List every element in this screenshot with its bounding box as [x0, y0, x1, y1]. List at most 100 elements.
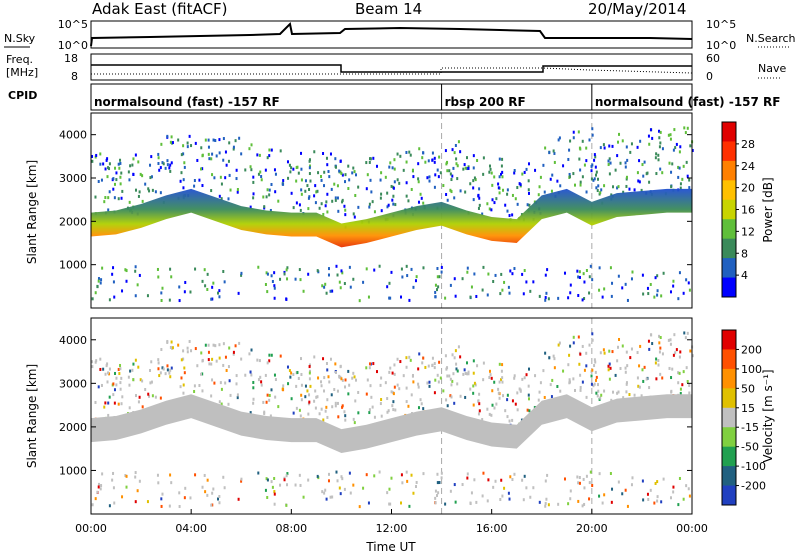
- y-tick-label: 1000: [59, 464, 87, 477]
- velocity-scatter-cell: [677, 371, 680, 375]
- velocity-colorbar-tick-label: -100: [741, 460, 766, 473]
- power-scatter-cell: [120, 196, 123, 200]
- power-scatter-cell: [607, 163, 610, 167]
- power-scatter-cell: [528, 203, 531, 207]
- power-scatter-cell: [592, 178, 595, 182]
- velocity-scatter-cell: [582, 477, 585, 481]
- velocity-scatter-cell: [300, 398, 303, 402]
- power-scatter-cell: [222, 158, 225, 162]
- velocity-scatter-cell: [472, 391, 475, 395]
- power-scatter-cell: [281, 182, 284, 186]
- x-tick-label: 16:00: [476, 522, 508, 535]
- velocity-scatter-cell: [521, 377, 524, 381]
- velocity-scatter-cell: [329, 495, 332, 499]
- velocity-scatter-cell: [218, 400, 221, 404]
- velocity-scatter-cell: [178, 491, 181, 495]
- velocity-scatter-cell: [581, 344, 584, 348]
- velocity-scatter-cell: [160, 504, 163, 508]
- velocity-scatter-cell: [326, 398, 329, 402]
- power-scatter-cell: [674, 146, 677, 150]
- velocity-scatter-cell: [444, 354, 447, 358]
- velocity-scatter-cell: [227, 402, 230, 406]
- velocity-scatter-cell: [498, 396, 501, 400]
- power-scatter-cell: [393, 180, 396, 184]
- velocity-scatter-cell: [451, 379, 454, 383]
- velocity-scatter-cell: [373, 415, 376, 419]
- velocity-scatter-cell: [588, 481, 591, 485]
- velocity-scatter-cell: [260, 380, 263, 384]
- velocity-scatter-cell: [464, 371, 467, 375]
- power-colorbar-tick-label: 16: [741, 204, 755, 217]
- power-scatter-cell: [527, 191, 530, 195]
- power-scatter-cell: [160, 291, 163, 295]
- velocity-scatter-cell: [499, 498, 502, 502]
- velocity-scatter-cell: [308, 393, 311, 397]
- velocity-scatter-cell: [455, 367, 458, 371]
- velocity-scatter-cell: [548, 356, 551, 360]
- velocity-scatter-cell: [600, 393, 603, 397]
- power-scatter-cell: [325, 200, 328, 204]
- velocity-scatter-cell: [436, 472, 439, 476]
- velocity-scatter-cell: [107, 371, 110, 375]
- power-scatter-cell: [168, 166, 171, 170]
- power-scatter-cell: [237, 291, 240, 295]
- power-scatter-cell: [94, 195, 97, 199]
- power-scatter-cell: [389, 161, 392, 165]
- velocity-scatter-cell: [368, 362, 371, 366]
- velocity-scatter-cell: [325, 362, 328, 366]
- velocity-scatter-cell: [325, 405, 328, 409]
- velocity-scatter-cell: [583, 368, 586, 372]
- velocity-scatter-cell: [358, 505, 361, 509]
- velocity-scatter-cell: [436, 481, 439, 485]
- velocity-colorbar-segment: [722, 407, 736, 428]
- velocity-scatter-cell: [656, 495, 659, 499]
- velocity-colorbar-segment: [722, 330, 736, 350]
- power-scatter-cell: [498, 191, 501, 195]
- power-scatter-cell: [125, 279, 128, 283]
- power-scatter-cell: [511, 193, 514, 197]
- velocity-scatter-cell: [344, 414, 347, 418]
- power-scatter-cell: [597, 177, 600, 181]
- power-scatter-cell: [147, 187, 150, 191]
- power-scatter-cell: [232, 145, 235, 149]
- velocity-scatter-cell: [544, 479, 547, 483]
- power-scatter-cell: [369, 178, 372, 182]
- velocity-scatter-cell: [677, 381, 680, 385]
- power-scatter-cell: [341, 198, 344, 202]
- power-scatter-cell: [334, 198, 337, 202]
- velocity-scatter-cell: [591, 483, 594, 487]
- velocity-scatter-cell: [426, 381, 429, 385]
- velocity-scatter-cell: [257, 471, 260, 475]
- velocity-scatter-cell: [616, 391, 619, 395]
- power-scatter-cell: [318, 206, 321, 210]
- velocity-scatter-cell: [461, 483, 464, 487]
- velocity-scatter-cell: [170, 481, 173, 485]
- power-scatter-cell: [626, 298, 629, 302]
- velocity-scatter-cell: [649, 488, 652, 492]
- velocity-scatter-cell: [157, 481, 160, 485]
- velocity-scatter-cell: [549, 383, 552, 387]
- power-scatter-cell: [657, 153, 660, 157]
- power-scatter-cell: [464, 190, 467, 194]
- velocity-scatter-cell: [134, 500, 137, 504]
- velocity-scatter-cell: [331, 405, 334, 409]
- velocity-scatter-cell: [645, 377, 648, 381]
- velocity-scatter-cell: [399, 360, 402, 364]
- power-scatter-cell: [306, 184, 309, 188]
- velocity-scatter-cell: [211, 378, 214, 382]
- power-scatter-cell: [651, 136, 654, 140]
- power-scatter-cell: [638, 180, 641, 184]
- power-scatter-cell: [422, 151, 425, 155]
- x-tick-label: 20:00: [576, 522, 608, 535]
- velocity-scatter-cell: [343, 410, 346, 414]
- velocity-scatter-cell: [581, 380, 584, 384]
- power-scatter-cell: [323, 285, 326, 289]
- velocity-scatter-cell: [362, 486, 365, 490]
- velocity-scatter-cell: [341, 404, 344, 408]
- power-scatter-cell: [273, 296, 276, 300]
- velocity-scatter-cell: [662, 477, 665, 481]
- velocity-scatter-cell: [104, 401, 107, 405]
- power-scatter-cell: [548, 151, 551, 155]
- velocity-scatter-cell: [436, 373, 439, 377]
